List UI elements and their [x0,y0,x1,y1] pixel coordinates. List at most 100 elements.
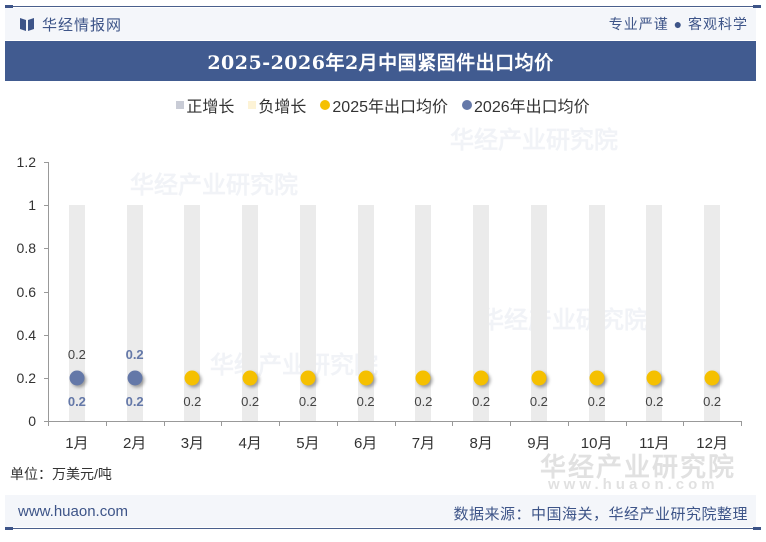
brand: 华经情报网 [20,13,122,35]
data-point-2025[interactable] [242,370,258,386]
x-axis-tick [683,421,685,426]
x-tick-label: 5月 [296,435,320,452]
legend-2025-price[interactable]: 2025年出口均价 [320,93,448,117]
y-axis-tick [44,334,49,336]
footer-url[interactable]: www.huaon.com [18,503,129,520]
data-source: 数据来源：中国海关，华经产业研究院整理 [453,506,748,523]
dot-swatch-icon [462,100,473,110]
background-bar [588,205,605,421]
legend-2026-price[interactable]: 2026年出口均价 [462,93,590,117]
brand-name: 华经情报网 [42,16,123,34]
book-logo-icon [20,18,34,31]
data-point-2026[interactable] [127,370,143,386]
background-bar [68,205,85,421]
x-tick-label: 3月 [180,435,205,452]
x-axis-tick [163,421,165,426]
square-swatch-icon [176,101,185,109]
data-point-2025[interactable] [531,370,547,386]
data-label-2025: 0.2 [414,393,433,409]
x-tick-label: 1月 [65,435,89,452]
data-point-2025[interactable] [184,370,200,386]
y-tick-label: 1.2 [16,154,36,170]
background-bar [126,205,143,421]
x-axis-tick [625,421,627,426]
x-axis-tick [279,421,280,426]
y-axis-tick [44,205,49,207]
background-bar [473,205,490,421]
data-point-2025[interactable] [300,370,316,386]
y-tick-label: 0.8 [16,240,36,257]
x-axis-tick [48,421,49,426]
header-band [5,8,756,40]
x-tick-label: 6月 [353,435,378,452]
x-axis-tick [567,421,569,426]
data-label-2025: 0.2 [703,393,722,409]
watermark-large: 华经产业研究院 [540,452,737,482]
footer-band [5,495,756,527]
top-rule [5,5,761,8]
x-tick-label: 9月 [527,435,551,452]
data-label-2025: 0.2 [241,393,260,409]
legend: 正增长 负增长 2025年出口均价 2026年出口均价 [0,93,766,117]
x-axis-tick [336,421,338,426]
data-point-2026[interactable] [69,370,85,386]
data-label-2025: 0.2 [529,393,548,409]
data-label-2025: 0.2 [587,393,606,409]
x-axis-tick [452,421,454,426]
y-axis-tick [44,248,49,250]
y-tick-label: 0.6 [16,283,36,300]
data-label-2025: 0.2 [125,393,144,409]
background-bar [299,205,316,421]
legend-label: 2026年出口均价 [474,99,590,116]
chart-title: 2025-2026年2月中国紧固件出口均价 [207,51,554,74]
data-point-2025[interactable] [415,370,431,386]
x-tick-label: 11月 [639,435,670,452]
background-bar [704,205,721,421]
x-axis-tick [741,421,742,426]
data-label-2025: 0.2 [472,393,491,409]
data-label-2026: 0.2 [125,346,144,362]
data-point-2025[interactable] [473,370,489,386]
x-tick-label: 8月 [469,435,493,452]
x-axis-tick [221,421,223,426]
y-axis-tick [44,421,49,422]
watermark-url: www.huaon.com [548,476,719,493]
background-bar [242,205,259,421]
x-tick-label: 12月 [696,435,728,452]
data-point-2025[interactable] [704,370,720,386]
background-bar [357,205,374,421]
y-tick-label: 0.2 [16,369,36,386]
title-bar: 2025-2026年2月中国紧固件出口均价 [5,41,756,81]
x-axis-tick [394,421,396,426]
x-axis-tick [510,421,511,426]
legend-negative-growth[interactable]: 负增长 [248,93,306,117]
legend-label: 负增长 [258,99,307,116]
data-label-2025: 0.2 [67,393,86,409]
y-tick-label: 0.4 [16,326,36,343]
y-tick-label: 0 [28,413,36,429]
bottom-rule [5,527,761,530]
background-bar [646,205,663,421]
x-axis-tick [105,421,107,426]
unit-label: 单位：万美元/吨 [10,466,112,482]
x-tick-label: 10月 [580,435,613,452]
data-point-2025[interactable] [358,370,374,386]
data-point-2025[interactable] [646,370,662,386]
x-tick-label: 2月 [122,435,147,452]
slogan: 专业严谨 ● 客观科学 [608,16,748,32]
data-label-2025: 0.2 [356,393,375,409]
y-axis-tick [44,162,49,163]
y-tick-label: 1 [28,197,36,214]
data-label-2026: 0.2 [67,346,86,362]
legend-positive-growth[interactable]: 正增长 [176,93,234,117]
square-swatch-icon [248,101,257,109]
dot-swatch-icon [320,100,331,110]
data-point-2025[interactable] [589,370,605,386]
background-bar [415,205,432,421]
x-tick-label: 7月 [411,435,436,452]
legend-label: 2025年出口均价 [332,99,449,116]
legend-label: 正增长 [186,99,235,116]
background-bar [530,205,547,421]
data-label-2025: 0.2 [298,393,317,409]
